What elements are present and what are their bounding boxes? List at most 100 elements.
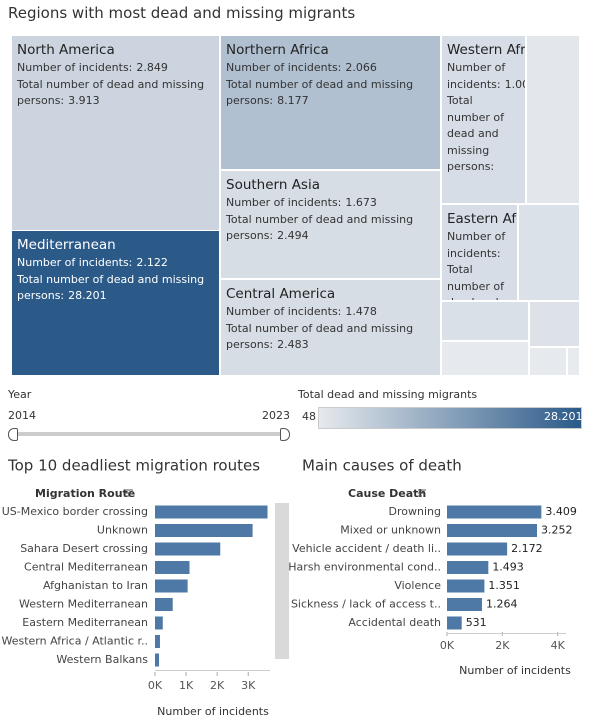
bar — [447, 561, 489, 574]
tile-label: Southern Asia — [226, 177, 320, 193]
treemap-tile[interactable]: Southern Asia Number of incidents: 1.673 To… — [220, 170, 441, 279]
chart-title: Top 10 deadliest migration routes — [7, 457, 260, 475]
detail-label: Total number of dead and missing persons… — [17, 272, 205, 303]
treemap-tile[interactable]: Mediterranean Number of incidents: 2.122 To… — [11, 230, 220, 376]
detail-label: Total number of dead and missing persons… — [447, 263, 505, 300]
treemap-tile — [529, 347, 567, 376]
data-label: 531 — [466, 616, 487, 629]
detail-label: Number of incidents: — [226, 305, 342, 318]
x-tick-label: 0K — [148, 679, 163, 692]
slider-track[interactable] — [12, 432, 286, 436]
tile-detail: Number of incidents: 1.478 — [226, 304, 434, 321]
data-label: 3.409 — [545, 505, 577, 518]
slider-handle[interactable] — [280, 428, 290, 441]
bar — [447, 579, 485, 593]
y-tick-label: Western Africa / Atlantic r.. — [1, 635, 148, 648]
treemap-tile[interactable]: Northern Africa Number of incidents: 2.066… — [220, 35, 441, 170]
y-tick-label: Western Balkans — [56, 653, 148, 666]
detail-value: 2.849 — [136, 61, 168, 74]
data-label: 3.252 — [541, 524, 573, 537]
treemap-tile[interactable]: Central America Number of incidents: 1.478… — [220, 279, 441, 376]
data-label: 2.172 — [511, 542, 543, 555]
bar — [155, 561, 190, 574]
axis-header: Migration Route — [35, 487, 135, 500]
treemap-tile[interactable]: North America Number of incidents: 2.849 To… — [11, 35, 220, 231]
x-tick-label: 3K — [241, 679, 256, 692]
tile-label: Eastern Africa — [447, 211, 517, 227]
color-legend-bar — [318, 407, 582, 429]
x-tick-label: 0K — [440, 639, 455, 652]
detail-label: Number of incidents: — [17, 256, 133, 269]
y-tick-label: Sahara Desert crossing — [20, 542, 148, 555]
legend-max-label: 28.201 — [544, 410, 583, 423]
bar — [155, 505, 268, 519]
y-tick-label: Violence — [394, 579, 441, 592]
tile-label: Central America — [226, 286, 336, 302]
bar — [155, 542, 221, 556]
y-tick-label: Afghanistan to Iran — [43, 579, 148, 592]
chart-title: Main causes of death — [302, 457, 462, 475]
tile-detail: Total number of dead and missing persons… — [447, 93, 519, 176]
tile-detail: Total number of dead and missing persons… — [226, 212, 434, 245]
x-tick-label: 4K — [551, 639, 566, 652]
sort-icon[interactable] — [418, 489, 426, 497]
tile-label: Northern Africa — [226, 42, 329, 58]
bar — [155, 598, 173, 611]
bar — [155, 616, 163, 630]
tile-detail: Total number of dead and missing persons… — [226, 77, 434, 110]
legend-min-label: 48 — [302, 410, 316, 423]
detail-value: 2.494 — [277, 229, 309, 242]
detail-value: 1.007 — [504, 77, 525, 91]
bar — [155, 635, 160, 648]
detail-label: Number of incidents: — [447, 230, 506, 260]
y-tick-label: Central Mediterranean — [24, 561, 148, 574]
detail-label: Total number of dead and missing persons… — [226, 212, 414, 243]
y-tick-label: Western Mediterranean — [19, 598, 148, 611]
detail-value: 2.483 — [277, 338, 309, 351]
detail-label: Number of incidents: — [447, 61, 506, 91]
tile-detail: Number of incidents: 2.849 — [17, 60, 213, 77]
bar — [447, 598, 482, 611]
sort-icon[interactable] — [125, 489, 133, 497]
x-tick-label: 1K — [179, 679, 194, 692]
detail-value: 2.066 — [345, 61, 377, 74]
treemap-tile — [567, 347, 580, 376]
tile-label: North America — [17, 42, 115, 58]
bar — [155, 524, 253, 537]
axis-header: Cause Death — [348, 487, 426, 500]
detail-value: 2.122 — [136, 256, 168, 269]
tile-detail: Number of incidents:1.007 — [447, 60, 525, 93]
tile-detail: Number of incidents: 1.673 — [226, 195, 434, 212]
detail-label: Number of incidents: — [226, 196, 342, 209]
treemap-tile — [441, 341, 529, 376]
tile-detail: Total number of dead and missing persons… — [17, 77, 213, 110]
legend-title: Total dead and missing migrants — [298, 388, 478, 401]
bar — [155, 579, 188, 593]
detail-value: 1.478 — [345, 305, 377, 318]
detail-value: 1.673 — [345, 196, 377, 209]
detail-value: 28.201 — [68, 289, 107, 302]
detail-label: Total number of dead and missing persons… — [17, 77, 205, 108]
data-label: 1.264 — [486, 598, 518, 611]
treemap-tile — [441, 301, 529, 341]
bar — [447, 542, 508, 556]
slider-max-label: 2023 — [262, 409, 290, 422]
scrollbar[interactable] — [275, 503, 289, 659]
y-tick-label: Unknown — [97, 524, 148, 537]
y-tick-label: Vehicle accident / death li.. — [292, 542, 441, 555]
data-label: 1.351 — [488, 579, 520, 592]
detail-label: Total number of dead and missing persons… — [226, 77, 414, 108]
y-tick-label: Mixed or unknown — [340, 524, 441, 537]
tile-detail: Number of incidents: — [447, 229, 511, 262]
slider-handle[interactable] — [8, 428, 18, 441]
tile-detail: Total number of dead and missing persons… — [226, 321, 434, 354]
x-tick-label: 2K — [210, 679, 225, 692]
treemap-tile[interactable]: Eastern Africa Number of incidents:Total … — [441, 204, 518, 301]
treemap-tile — [518, 204, 580, 301]
tile-detail: Total number of dead and missing persons… — [447, 262, 511, 300]
treemap-tile — [526, 35, 580, 204]
y-tick-label: Drowning — [389, 505, 441, 518]
